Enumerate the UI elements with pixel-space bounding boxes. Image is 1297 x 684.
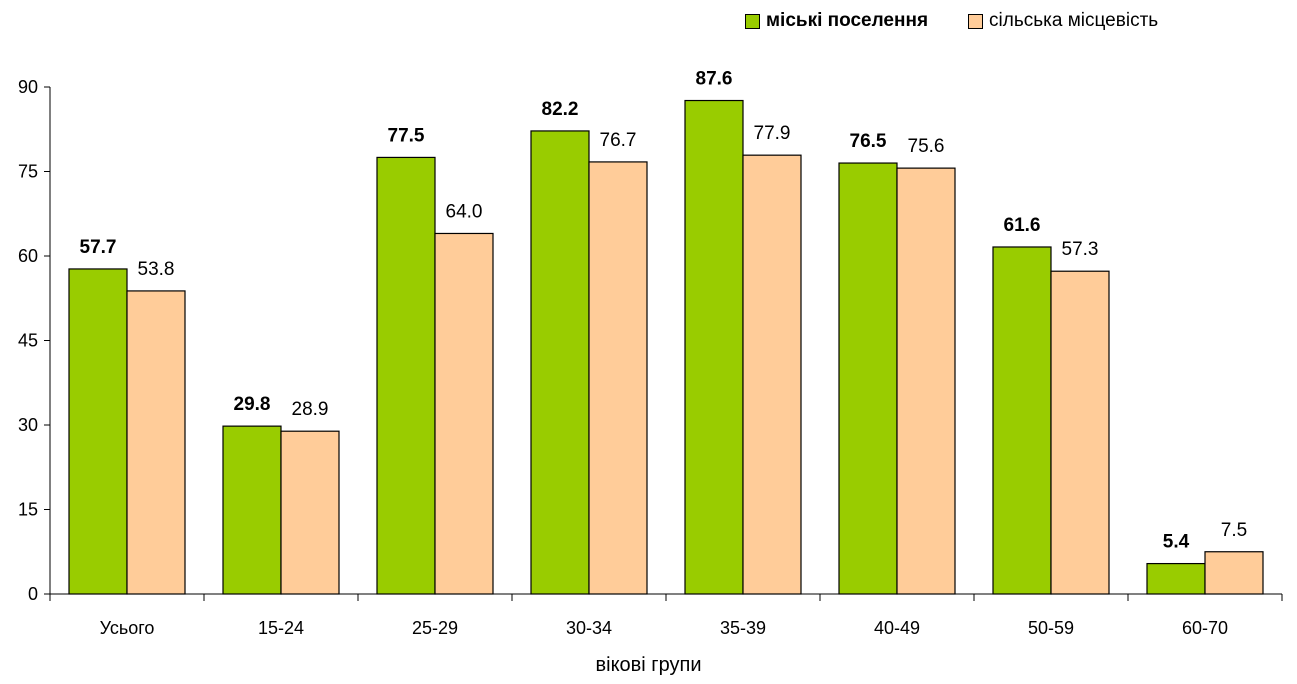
data-label-rural: 77.9 [754,123,791,144]
data-label-urban: 76.5 [850,131,887,152]
data-label-urban: 29.8 [234,394,271,415]
y-tick-label: 90 [18,77,38,97]
bar-rural [126,290,186,595]
data-label-rural: 28.9 [292,399,329,420]
data-label-rural: 64.0 [446,201,483,222]
legend-item-rural: сільська місцевість [968,10,1158,32]
x-axis-title: вікові групи [595,654,702,676]
bar-urban [1146,562,1206,595]
bar-urban [68,268,128,595]
legend-swatch-rural [968,13,984,29]
bar-rural [588,161,648,595]
legend-label-rural: сільська місцевість [989,10,1159,31]
data-label-rural: 53.8 [138,259,175,280]
data-label-urban: 77.5 [388,125,425,146]
legend-swatch-urban [745,13,760,29]
x-tick-label: 15-24 [258,618,304,638]
x-tick-label: 35-39 [720,618,766,638]
data-label-rural: 75.6 [908,136,945,157]
x-tick-label: 40-49 [874,618,920,638]
bar-rural [1050,270,1110,595]
data-label-rural: 76.7 [600,130,637,151]
legend: міські поселення сільська місцевість [745,10,1198,32]
data-label-urban: 61.6 [1004,215,1041,236]
bar-urban [838,162,898,595]
x-tick-label: Усього [100,618,155,638]
data-label-rural: 57.3 [1062,239,1099,260]
bar-rural [896,167,956,595]
legend-label-urban: міські поселення [766,10,929,31]
bar-urban [684,99,744,595]
x-tick-label: 50-59 [1028,618,1074,638]
legend-item-urban: міські поселення [745,10,928,32]
data-label-urban: 57.7 [80,237,117,258]
data-label-urban: 5.4 [1163,532,1190,553]
y-tick-label: 0 [28,584,38,604]
x-tick-label: 30-34 [566,618,612,638]
y-tick-label: 30 [18,415,38,435]
bar-urban [376,156,436,595]
data-label-urban: 87.6 [696,69,733,90]
y-tick-label: 60 [18,246,38,266]
bar-rural [434,232,494,595]
data-label-rural: 7.5 [1221,520,1247,541]
bar-rural [280,430,340,595]
bar-rural [1204,551,1264,595]
bar-rural [742,154,802,595]
bar-urban [222,425,282,595]
y-tick-label: 45 [18,331,38,351]
data-label-urban: 82.2 [542,99,579,120]
x-tick-label: 25-29 [412,618,458,638]
bar-urban [992,246,1052,595]
bar-urban [530,130,590,595]
y-tick-label: 75 [18,162,38,182]
x-tick-label: 60-70 [1182,618,1228,638]
y-tick-label: 15 [18,500,38,520]
